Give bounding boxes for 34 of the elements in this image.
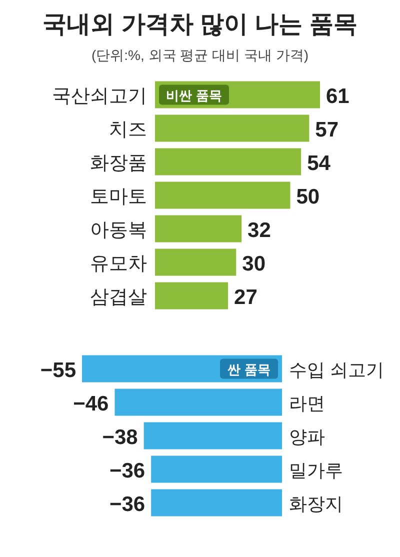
bar <box>155 148 302 176</box>
data-label: 27 <box>234 286 258 309</box>
chart-title: 국내외 가격차 많이 나는 품목 <box>42 11 358 38</box>
data-label: 50 <box>296 185 320 208</box>
data-label: −46 <box>73 392 109 416</box>
bar <box>155 215 242 242</box>
data-label: −36 <box>109 459 146 482</box>
annotation: 싼 품목 <box>228 362 270 377</box>
bar <box>155 248 236 276</box>
data-label: 61 <box>326 84 350 108</box>
y-tick-label: 수입 쇠고기 <box>289 360 384 380</box>
data-label: 32 <box>248 218 271 242</box>
data-label: −55 <box>40 358 76 382</box>
chart-subtitle: (단위:%, 외국 평균 대비 국내 가격) <box>92 47 308 63</box>
y-tick-label: 라면 <box>289 393 325 414</box>
bar <box>155 182 290 209</box>
y-tick-label: 국산쇠고기 <box>52 86 147 107</box>
annotation: 비싼 품목 <box>166 88 222 103</box>
y-tick-label: 치즈 <box>109 119 147 140</box>
y-tick-label: 유모차 <box>90 253 147 274</box>
y-tick-label: 토마토 <box>90 186 147 208</box>
y-tick-label: 아동복 <box>90 220 147 241</box>
bar <box>155 114 310 142</box>
data-label: 57 <box>315 118 339 142</box>
data-label: 30 <box>242 252 266 276</box>
y-tick-label: 밀가루 <box>289 460 343 480</box>
data-label: −36 <box>109 492 146 516</box>
y-tick-label: 화장지 <box>289 494 343 514</box>
data-label: 54 <box>307 152 331 175</box>
y-tick-label: 삼겹살 <box>90 286 147 308</box>
y-tick-label: 화장품 <box>90 152 147 174</box>
data-label: −38 <box>102 426 138 449</box>
bar <box>155 282 228 310</box>
y-tick-label: 양파 <box>289 426 325 447</box>
